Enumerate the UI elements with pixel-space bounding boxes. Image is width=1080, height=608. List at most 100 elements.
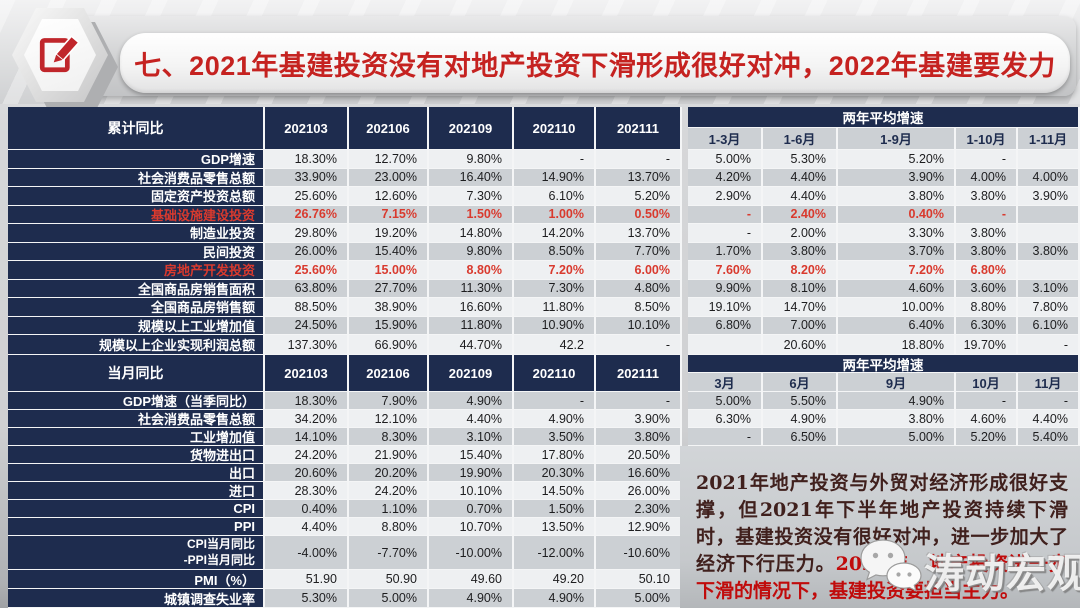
value-cell: 9.90% xyxy=(688,279,763,298)
value-cell: 5.40% xyxy=(1018,428,1080,446)
value-cell: 6.30% xyxy=(688,410,763,428)
value-cell: 3.10% xyxy=(1018,279,1080,298)
value-cell: 6.80% xyxy=(956,261,1018,280)
value-cell: 7.30% xyxy=(429,187,514,206)
right-column-header: 9月 xyxy=(838,373,956,392)
value-cell: 7.15% xyxy=(349,205,429,224)
row-label: 进口 xyxy=(8,482,265,500)
value-cell: 10.10% xyxy=(429,482,514,500)
value-cell: 44.70% xyxy=(429,335,514,355)
value-cell: 5.00% xyxy=(838,428,956,446)
table-row: GDP增速 18.30% 12.70% 9.80% - -5.00% 5.30% 5.20% - xyxy=(8,150,1080,169)
edit-pencil-icon xyxy=(37,30,83,81)
value-cell: 24.20% xyxy=(349,482,429,500)
value-cell: - xyxy=(514,392,596,410)
value-cell: 8.50% xyxy=(514,242,596,261)
row-label: 房地产开发投资 xyxy=(8,261,265,280)
value-cell: 1.70% xyxy=(688,242,763,261)
value-cell: 14.90% xyxy=(514,168,596,187)
value-cell: 20.60% xyxy=(763,335,838,355)
value-cell: 3.80% xyxy=(1018,242,1080,261)
value-cell: 15.00% xyxy=(349,261,429,280)
value-cell: 5.20% xyxy=(956,428,1018,446)
column-header: 202111 xyxy=(596,107,682,150)
right-column-header: 1-6月 xyxy=(763,128,838,150)
row-label: 全国商品房销售额 xyxy=(8,298,265,317)
value-cell: 19.10% xyxy=(688,298,763,317)
value-cell: 9.80% xyxy=(429,242,514,261)
value-cell: 3.80% xyxy=(838,187,956,206)
value-cell: 3.90% xyxy=(1018,187,1080,206)
value-cell: 42.2 xyxy=(514,335,596,355)
value-cell: -10.60% xyxy=(596,536,682,570)
value-cell: 10.00% xyxy=(838,298,956,317)
value-cell: 33.90% xyxy=(265,168,349,187)
value-cell: 2.30% xyxy=(596,500,682,518)
column-header: 202109 xyxy=(429,355,514,392)
value-cell: 14.70% xyxy=(763,298,838,317)
value-cell: 3.10% xyxy=(429,428,514,446)
value-cell: 8.50% xyxy=(596,298,682,317)
value-cell: 20.30% xyxy=(514,464,596,482)
value-cell: 6.80% xyxy=(688,316,763,335)
value-cell: 20.60% xyxy=(265,464,349,482)
section-label: 累计同比 xyxy=(8,107,265,150)
value-cell: 2.40% xyxy=(763,205,838,224)
row-label: 社会消费品零售总额 xyxy=(8,410,265,428)
value-cell: - xyxy=(956,205,1018,224)
row-label: CPI当月同比 -PPI当月同比 xyxy=(8,536,265,570)
row-label: GDP增速 xyxy=(8,150,265,169)
value-cell: 6.50% xyxy=(763,428,838,446)
value-cell: 3.80% xyxy=(838,410,956,428)
row-label: 社会消费品零售总额 xyxy=(8,168,265,187)
column-header: 202110 xyxy=(514,107,596,150)
right-column-header: 1-10月 xyxy=(956,128,1018,150)
value-cell: 1.50% xyxy=(514,500,596,518)
value-cell: 19.90% xyxy=(429,464,514,482)
note-text: 2021年地产投资与外贸对经济形成很好支撑，但2021年下半年地产投资持续下滑时… xyxy=(696,470,1068,605)
value-cell: 25.60% xyxy=(265,187,349,206)
value-cell: 21.90% xyxy=(349,446,429,464)
two-year-average-group-header: 两年平均增速 xyxy=(688,355,1080,373)
table-row: GDP增速（当季同比） 18.30% 7.90% 4.90% - -5.00% 5.50% 4… xyxy=(8,392,1080,410)
value-cell: 28.30% xyxy=(265,482,349,500)
value-cell: 7.20% xyxy=(838,261,956,280)
row-label: PPI xyxy=(8,518,265,536)
value-cell: 18.30% xyxy=(265,392,349,410)
value-cell: 4.90% xyxy=(429,589,514,608)
value-cell: 12.70% xyxy=(349,150,429,169)
value-cell: - xyxy=(1018,335,1080,355)
value-cell: 6.10% xyxy=(1018,316,1080,335)
value-cell: 38.90% xyxy=(349,298,429,317)
value-cell xyxy=(1018,261,1080,280)
value-cell: 3.80% xyxy=(956,187,1018,206)
value-cell xyxy=(1018,205,1080,224)
value-cell: 4.40% xyxy=(763,168,838,187)
column-header: 202109 xyxy=(429,107,514,150)
value-cell: 16.40% xyxy=(429,168,514,187)
value-cell: 11.80% xyxy=(429,316,514,335)
table-row: 基础设施建设投资 26.76% 7.15% 1.50% 1.00% 0.50% -2.40%… xyxy=(8,205,1080,224)
value-cell: 20.20% xyxy=(349,464,429,482)
row-label: 工业增加值 xyxy=(8,428,265,446)
value-cell: 13.70% xyxy=(596,168,682,187)
value-cell: -4.00% xyxy=(265,536,349,570)
value-cell: 10.70% xyxy=(429,518,514,536)
table-cumulative-yoy: 累计同比 202103 202106 202109 202110 202111 两年平均增速… xyxy=(8,107,1080,355)
value-cell: 5.30% xyxy=(763,150,838,169)
value-cell: 4.90% xyxy=(429,392,514,410)
title-badge-inner xyxy=(24,19,96,91)
value-cell: 66.90% xyxy=(349,335,429,355)
table-row: 规模以上工业增加值 24.50% 15.90% 11.80% 10.90% 10.10% 6… xyxy=(8,316,1080,335)
value-cell: 4.90% xyxy=(514,410,596,428)
value-cell: 4.40% xyxy=(763,187,838,206)
value-cell: 14.50% xyxy=(514,482,596,500)
page-title: 七、2021年基建投资没有对地产投资下滑形成很好对冲，2022年基建要发力 xyxy=(134,50,1056,81)
table-header-row: 当月同比 202103 202106 202109 202110 202111 两年平均增速… xyxy=(8,355,1080,392)
table-row: 房地产开发投资 25.60% 15.00% 8.80% 7.20% 6.00% 7.60% 8… xyxy=(8,261,1080,280)
value-cell: 3.80% xyxy=(596,428,682,446)
value-cell: 49.20 xyxy=(514,570,596,589)
value-cell: 5.00% xyxy=(688,392,763,410)
table-row: 全国商品房销售面积 63.80% 27.70% 11.30% 7.30% 4.80% 9.9… xyxy=(8,279,1080,298)
